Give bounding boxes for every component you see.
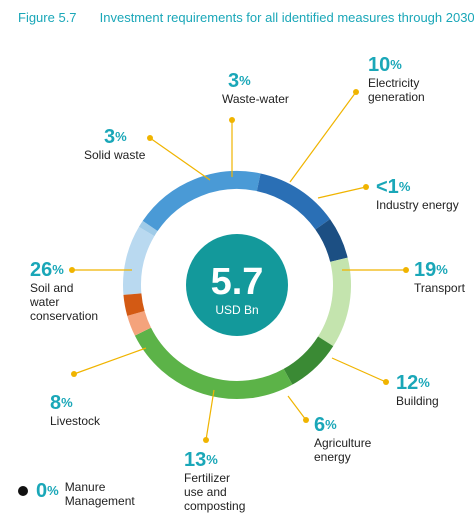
name-electricity: Electricity generation: [368, 76, 425, 104]
slice-soil-and-water-conservation: [134, 327, 293, 399]
label-electricity-generation: 10% Electricity generation: [368, 54, 425, 104]
leader-dot-solidwaste: [147, 135, 153, 141]
leader-dot-livestock: [71, 371, 77, 377]
pct-soil: 26%: [30, 259, 64, 281]
label-industry-energy: <1% Industry energy: [376, 176, 459, 212]
label-solid-waste: 3% Solid waste: [84, 126, 145, 162]
name-industry: Industry energy: [376, 198, 459, 212]
pct-industry: <1%: [376, 176, 411, 198]
leader-line-agriculture: [287, 395, 307, 421]
name-agriculture: Agriculture energy: [314, 436, 372, 464]
slice-building: [256, 173, 331, 230]
label-soil-water: 26% Soil and water conservation: [30, 259, 98, 323]
leader-line-livestock: [73, 347, 147, 375]
label-waste-water: 3% Waste-water: [222, 70, 289, 106]
name-solidwaste: Solid waste: [84, 148, 146, 162]
name-soil: Soil and water conservation: [30, 281, 99, 323]
name-manure: Manure Management: [64, 480, 135, 508]
leader-dot-transport: [403, 267, 409, 273]
leader-lines: [69, 89, 409, 443]
pct-building: 12%: [396, 372, 430, 394]
center-total-value: 5.7: [210, 261, 264, 303]
name-transport: Transport: [414, 281, 465, 295]
leader-line-industry: [317, 186, 367, 199]
slice-waste-water: [123, 293, 145, 316]
leader-line-building: [331, 357, 387, 383]
slice-livestock: [283, 336, 334, 385]
center-circle: [186, 234, 288, 336]
name-fertilizer: Fertilizer use and composting: [184, 471, 246, 513]
pct-fertilizer: 13%: [184, 449, 218, 471]
leader-dot-fertilizer: [203, 437, 209, 443]
leader-dot-electricity: [353, 89, 359, 95]
leader-line-solidwaste: [149, 137, 211, 181]
label-agriculture-energy: 6% Agriculture energy: [314, 414, 371, 464]
leader-line-electricity: [289, 91, 357, 183]
pct-wastewater: 3%: [228, 70, 251, 92]
label-manure-management: 0% Manure Management: [36, 480, 135, 508]
leader-dot-building: [383, 379, 389, 385]
name-livestock: Livestock: [50, 414, 101, 428]
label-building: 12% Building: [396, 372, 439, 408]
name-wastewater: Waste-water: [222, 92, 289, 106]
figure-caption: Figure 5.7 Investment requirements for a…: [18, 10, 474, 25]
center-total-unit: USD Bn: [215, 303, 259, 317]
leader-dot-industry: [363, 184, 369, 190]
leader-line-fertilizer: [205, 389, 215, 441]
leader-dot-soil: [69, 267, 75, 273]
slice-solid-waste: [127, 310, 152, 336]
pct-manure: 0%: [36, 480, 59, 502]
slice-transport: [142, 171, 261, 232]
figure-title: Investment requirements for all identifi…: [99, 10, 474, 25]
label-livestock: 8% Livestock: [50, 392, 100, 428]
label-fertilizer: 13% Fertilizer use and composting: [184, 449, 245, 513]
pct-solidwaste: 3%: [104, 126, 127, 148]
name-building: Building: [396, 394, 439, 408]
slice-industry-energy: [138, 220, 158, 237]
donut-ring: [123, 171, 351, 399]
pct-agriculture: 6%: [314, 414, 337, 436]
pct-electricity: 10%: [368, 54, 402, 76]
leader-dot-agriculture: [303, 417, 309, 423]
pct-livestock: 8%: [50, 392, 73, 414]
leader-dot-wastewater: [229, 117, 235, 123]
slice-fertilizer-use-and-composting: [317, 257, 351, 347]
manure-legend-dot: [18, 486, 28, 496]
slice-electricity-generation: [123, 226, 155, 295]
label-transport: 19% Transport: [414, 259, 465, 295]
figure-number: Figure 5.7: [18, 10, 77, 25]
slice-agriculture-energy: [315, 219, 348, 263]
pct-transport: 19%: [414, 259, 448, 281]
